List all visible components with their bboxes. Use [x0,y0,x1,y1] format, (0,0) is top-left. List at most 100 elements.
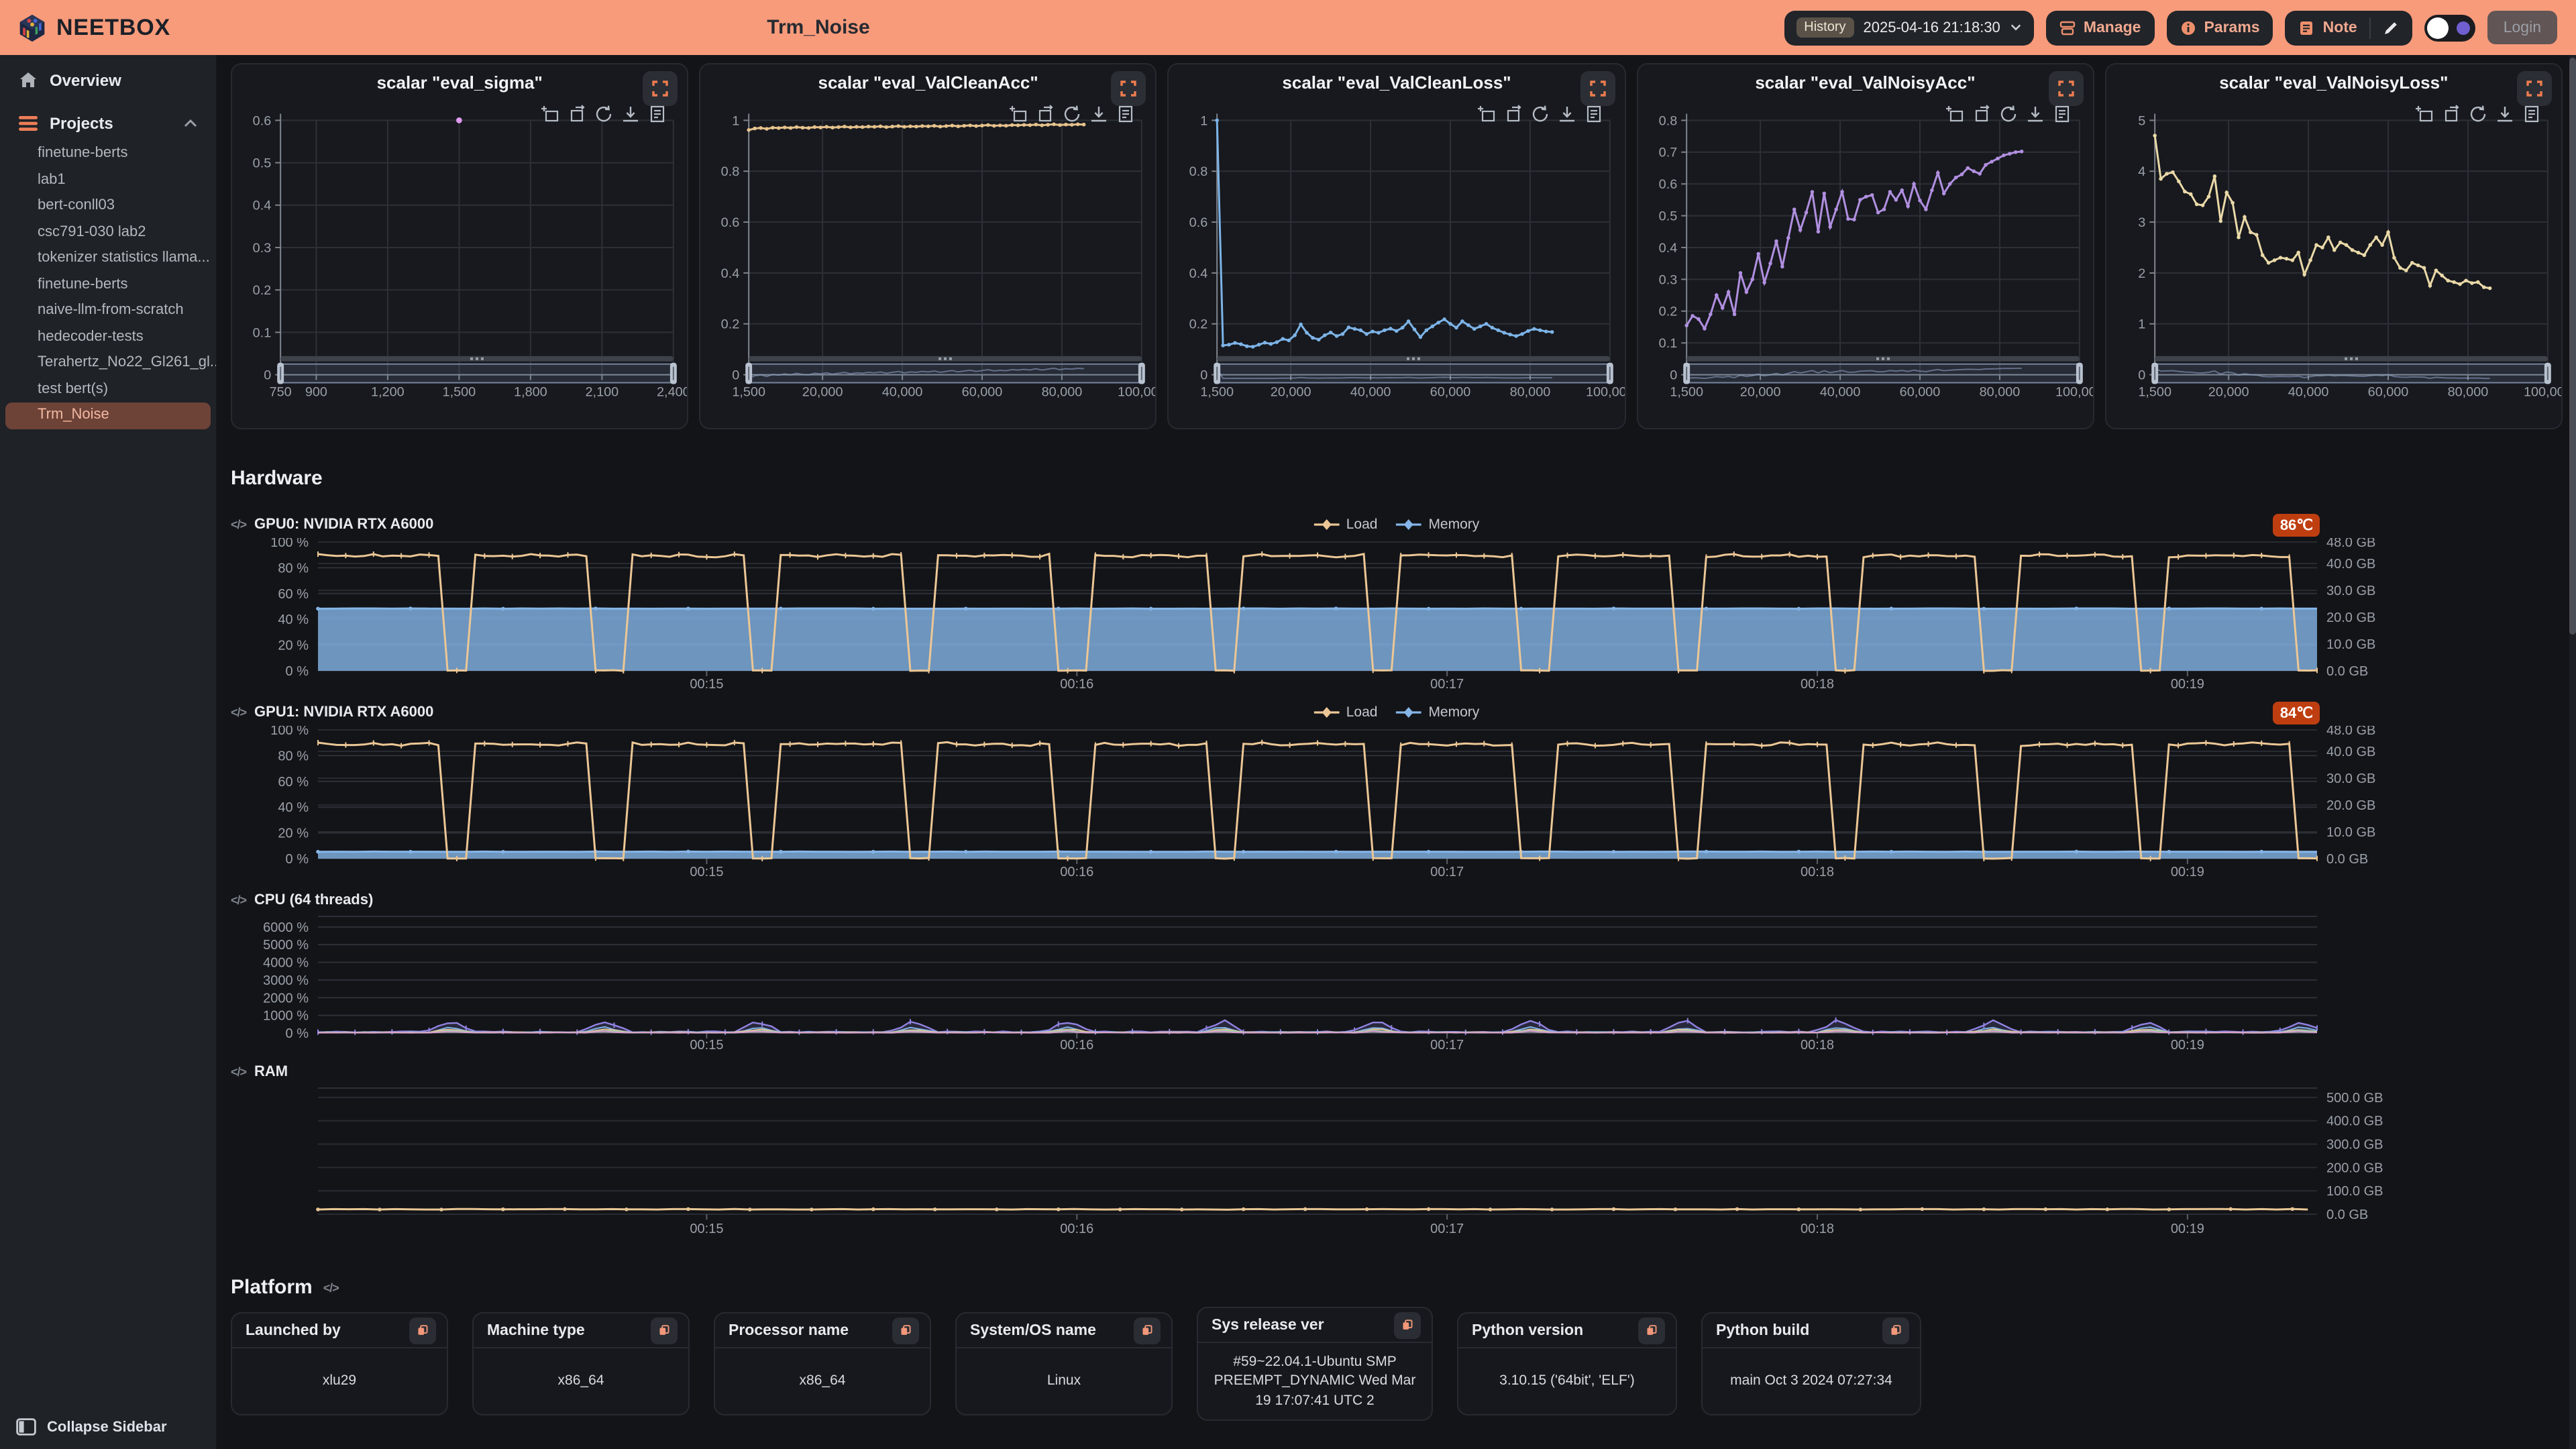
platform-card-title: Python build [1716,1322,1810,1338]
sidebar-item-project[interactable]: bert-conll03 [38,197,115,213]
gpu0-temperature-badge: 86℃ [2273,513,2320,536]
copy-button[interactable] [1882,1317,1909,1344]
copy-button[interactable] [651,1317,678,1344]
download-icon[interactable] [1089,103,1109,123]
manage-button[interactable]: Manage [2045,10,2155,45]
download-icon[interactable] [1557,103,1577,123]
download-icon[interactable] [2494,103,2514,123]
zoom-select-icon[interactable] [2414,103,2434,123]
gpu0-legend[interactable]: Load Memory [1313,517,1479,533]
sidebar-item-project[interactable]: finetune-berts [38,276,128,292]
svg-text:00:19: 00:19 [2171,865,2204,879]
platform-card-title: Launched by [246,1322,341,1338]
zoom-reset-icon[interactable] [1035,103,1055,123]
zoom-reset-icon[interactable] [2440,103,2461,123]
scalar-chart[interactable]: 1,500 20,000 40,000 60,000 80,000 100,000 0 0.1… [1638,64,2093,428]
gpu1-legend[interactable]: Load Memory [1313,704,1479,720]
legend-memory[interactable]: Memory [1396,704,1479,720]
note-button[interactable]: Note [2285,10,2412,45]
svg-text:40 %: 40 % [278,612,309,627]
fullscreen-button[interactable] [1111,71,1146,106]
svg-text:0.5: 0.5 [1658,209,1677,224]
scalar-chart[interactable]: 1,500 20,000 40,000 60,000 80,000 100,000 0 0.2… [1169,64,1624,428]
gpu1-header: </> GPU1: NVIDIA RTX A6000 Load Memory 84… [231,699,2563,726]
chart-title: scalar "eval_ValCleanLoss" [1282,72,1511,93]
refresh-icon[interactable] [1999,103,2019,123]
sidebar-item-project[interactable]: finetune-berts [38,145,128,161]
copy-button[interactable] [1638,1317,1665,1344]
fullscreen-button[interactable] [643,71,678,106]
theme-toggle[interactable] [2424,14,2475,41]
sidebar-item-project[interactable]: naive-llm-from-scratch [38,302,184,318]
sidebar-item-project[interactable]: csc791-030 lab2 [38,223,146,239]
platform-card-title: Processor name [729,1322,849,1338]
sidebar-item-project[interactable]: hedecoder-tests [38,328,144,344]
vertical-scrollbar[interactable] [2569,55,2576,1449]
chart-toolbox [1945,103,2073,123]
scalar-chart[interactable]: 750 900 1,200 1,500 1,800 2,100 2,400 0 0.1 0.2 0.… [232,64,688,428]
zoom-reset-icon[interactable] [566,103,586,123]
zoom-select-icon[interactable] [1945,103,1966,123]
sidebar-item-project[interactable]: test bert(s) [38,380,109,396]
fullscreen-button[interactable] [2517,71,2553,106]
ram-chart[interactable]: 00:15 00:16 00:17 00:18 00:19 500.0 GB 400.0 G… [231,1085,2563,1238]
svg-text:10.0 GB: 10.0 GB [2326,825,2375,840]
brand[interactable]: NEETBOX [17,13,170,42]
zoom-reset-icon[interactable] [1972,103,1992,123]
gpu1-chart[interactable]: 00:15 00:16 00:17 00:18 00:19 0 % 20 % 40 % 60 %… [231,726,2563,881]
data-view-icon[interactable] [2053,103,2073,123]
code-icon: </> [231,518,247,531]
platform-card: Python version 3.10.15 ('64bit', 'ELF') [1457,1312,1677,1415]
zoom-select-icon[interactable] [1477,103,1497,123]
fullscreen-button[interactable] [1580,71,1615,106]
data-view-icon[interactable] [2521,103,2541,123]
sidebar-item-project[interactable]: lab1 [38,171,66,187]
edit-pencil-icon[interactable] [2383,19,2399,36]
copy-button[interactable] [409,1317,436,1344]
sidebar-group-projects[interactable]: Projects [0,106,216,141]
zoom-select-icon[interactable] [1008,103,1028,123]
fullscreen-button[interactable] [2048,71,2084,106]
copy-button[interactable] [892,1317,919,1344]
refresh-icon[interactable] [2467,103,2487,123]
platform-card-title: Sys release ver [1212,1317,1324,1333]
zoom-reset-icon[interactable] [1503,103,1523,123]
svg-text:40.0 GB: 40.0 GB [2326,745,2375,759]
download-icon[interactable] [2026,103,2046,123]
zoom-select-icon[interactable] [539,103,559,123]
legend-load[interactable]: Load [1313,704,1377,720]
data-view-icon[interactable] [1584,103,1604,123]
sidebar-item-overview[interactable]: Overview [0,63,216,98]
svg-text:0.3: 0.3 [253,241,272,256]
legend-memory[interactable]: Memory [1396,517,1479,533]
refresh-icon[interactable] [1530,103,1550,123]
refresh-icon[interactable] [1062,103,1082,123]
svg-text:1,500: 1,500 [733,384,766,399]
scrollbar-thumb[interactable] [2569,58,2576,635]
cpu-chart[interactable]: 00:15 00:16 00:17 00:18 00:19 0 % 1000 % 2000 %… [231,914,2563,1053]
svg-text:3: 3 [2138,215,2145,230]
sidebar-item-project[interactable]: Terahertz_No22_Gl261_gl... [38,354,216,370]
params-button[interactable]: Params [2166,10,2273,45]
collapse-sidebar-button[interactable]: Collapse Sidebar [16,1418,167,1436]
sidebar-item-project[interactable]: tokenizer statistics llama... [38,250,210,266]
data-view-icon[interactable] [647,103,667,123]
download-icon[interactable] [620,103,640,123]
svg-text:1,500: 1,500 [1201,384,1234,399]
legend-load[interactable]: Load [1313,517,1377,533]
sidebar-item-project[interactable]: Trm_Noise [5,402,211,429]
svg-text:00:16: 00:16 [1060,677,1093,692]
scalar-chart[interactable]: 1,500 20,000 40,000 60,000 80,000 100,000 0 1 2 3… [2106,64,2561,428]
cpu-header: </> CPU (64 threads) [231,887,2563,914]
history-dropdown[interactable]: History 2025-04-16 21:18:30 [1784,10,2034,45]
data-view-icon[interactable] [1116,103,1136,123]
svg-text:0.7: 0.7 [1658,146,1677,160]
gpu0-chart[interactable]: 00:15 00:16 00:17 00:18 00:19 0 % 20 % 40 % 60 %… [231,538,2563,694]
login-button[interactable]: Login [2487,11,2557,44]
refresh-icon[interactable] [593,103,613,123]
copy-button[interactable] [1134,1317,1161,1344]
scalar-chart[interactable]: 1,500 20,000 40,000 60,000 80,000 100,000 0 0.2… [700,64,1156,428]
hardware-section-heading: Hardware [231,467,323,490]
svg-text:0.4: 0.4 [1658,241,1677,256]
copy-button[interactable] [1394,1311,1421,1338]
